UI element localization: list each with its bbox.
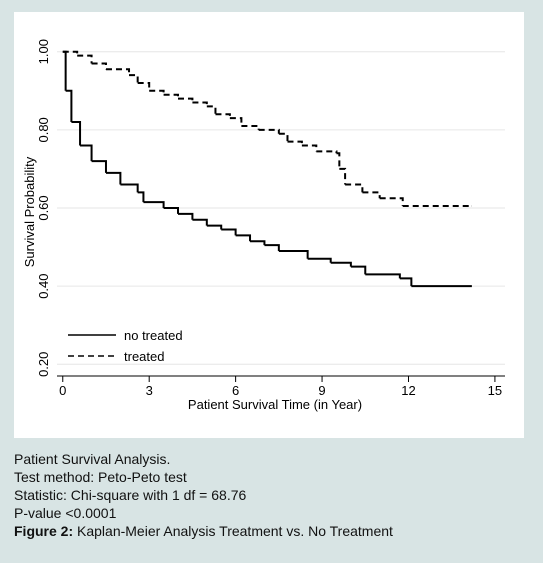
x-tick-label: 12: [401, 383, 415, 398]
survival-step: [137, 191, 145, 203]
figure-label: Figure 2:: [14, 523, 74, 539]
survival-step: [149, 89, 165, 95]
x-axis-title: Patient Survival Time (in Year): [188, 397, 362, 412]
x-tick-label: 9: [318, 383, 325, 398]
survival-step: [350, 265, 367, 275]
survival-step: [399, 277, 413, 287]
x-tick-label: 0: [59, 383, 66, 398]
survival-step: [379, 197, 404, 207]
caption-line: Statistic: Chi-square with 1 df = 68.76: [14, 487, 247, 503]
survival-step: [105, 68, 131, 76]
survival-step: [178, 97, 194, 103]
survival-step: [258, 128, 280, 134]
survival-step: [301, 144, 318, 152]
survival-step: [163, 93, 180, 99]
survival-step: [178, 212, 194, 220]
survival-step: [91, 160, 107, 173]
survival-step: [77, 54, 93, 64]
figure-text: Kaplan-Meier Analysis Treatment vs. No T…: [77, 523, 393, 539]
survival-step: [345, 183, 364, 193]
survival-step: [330, 261, 352, 267]
survival-step: [62, 50, 67, 91]
y-tick-label: 1.00: [36, 39, 51, 64]
survival-step: [206, 224, 223, 230]
y-tick-label: 0.20: [36, 352, 51, 377]
caption-line: Test method: Peto-Peto test: [14, 469, 187, 485]
chart: Patient Survival Time (in Year) Survival…: [22, 39, 505, 412]
survival-step: [264, 244, 280, 251]
survival-step: [129, 74, 139, 83]
legend-label: treated: [124, 349, 164, 364]
survival-step: [229, 117, 243, 126]
survival-step: [143, 201, 165, 208]
x-tick-label: 3: [146, 383, 153, 398]
chart-panel: [14, 12, 524, 438]
y-tick-label: 0.60: [36, 195, 51, 220]
y-tick-label: 0.80: [36, 117, 51, 142]
survival-step: [362, 191, 381, 199]
legend-label: no treated: [124, 328, 183, 343]
survival-step: [250, 240, 266, 246]
survival-step: [336, 152, 341, 169]
survival-step: [316, 150, 338, 154]
survival-step: [365, 273, 401, 279]
survival-step: [215, 113, 231, 119]
y-axis-title: Survival Probability: [22, 156, 37, 267]
survival-step: [105, 171, 122, 185]
x-tick-label: 15: [488, 383, 502, 398]
survival-step: [163, 207, 180, 214]
survival-step: [62, 50, 79, 56]
survival-step: [120, 183, 139, 193]
caption-line: Patient Survival Analysis.: [14, 451, 171, 467]
survival-step: [80, 144, 93, 162]
survival-step: [287, 140, 303, 146]
figure-caption: Figure 2: Kaplan-Meier Analysis Treatmen…: [14, 522, 393, 540]
survival-step: [235, 234, 252, 242]
survival-step: [278, 132, 289, 142]
survival-step: [221, 228, 237, 236]
survival-step: [278, 249, 309, 259]
y-tick-label: 0.40: [36, 273, 51, 298]
survival-step: [206, 105, 217, 115]
x-tick-label: 6: [232, 383, 239, 398]
survival-step: [65, 89, 73, 123]
survival-step: [71, 121, 82, 146]
survival-step: [241, 124, 260, 130]
survival-step: [137, 81, 151, 91]
survival-step: [91, 62, 107, 70]
caption: Patient Survival Analysis. Test method: …: [14, 450, 393, 540]
caption-line: P-value <0.0001: [14, 505, 117, 521]
survival-step: [192, 101, 208, 107]
survival-step: [339, 167, 347, 185]
survival-step: [307, 257, 332, 263]
survival-step: [192, 218, 208, 226]
